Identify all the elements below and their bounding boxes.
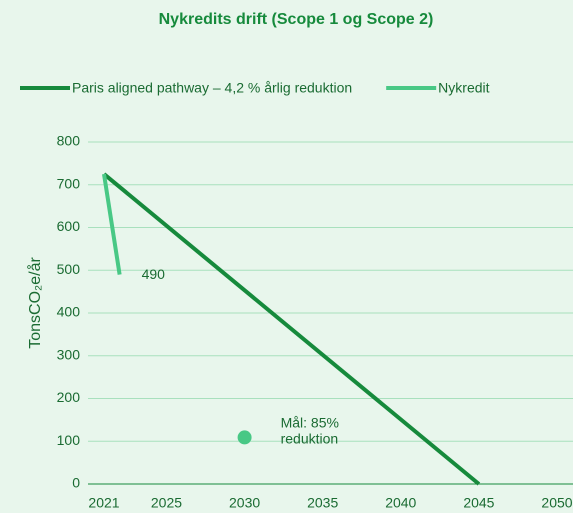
x-tick-label: 2021 (88, 495, 119, 511)
x-tick-label: 2025 (151, 495, 182, 511)
x-tick-label: 2045 (463, 495, 494, 511)
chart-title: Nykredits drift (Scope 1 og Scope 2) (159, 11, 434, 28)
annotation: Mål: 85% (281, 415, 339, 431)
target-point (237, 430, 252, 445)
line-series (102, 173, 122, 275)
x-tick-label: 2040 (385, 495, 416, 511)
y-tick-label: 100 (57, 432, 81, 448)
y-tick-label: 200 (57, 389, 81, 405)
y-tick-label: 300 (57, 346, 81, 362)
y-tick-label: 400 (57, 304, 81, 320)
y-tick-label: 800 (57, 133, 81, 149)
line-series (102, 172, 481, 486)
y-tick-label: 600 (57, 218, 81, 234)
annotation: reduktion (281, 431, 339, 447)
y-tick-label: 500 (57, 261, 81, 277)
legend-label: Paris aligned pathway – 4,2 % årlig redu… (72, 80, 352, 96)
x-tick-label: 2030 (229, 495, 260, 511)
y-tick-label: 0 (72, 475, 80, 491)
data-label: 490 (142, 266, 166, 282)
y-axis-label: TonsCO₂e/år (26, 257, 44, 349)
x-tick-label: 2035 (307, 495, 338, 511)
legend-label: Nykredit (438, 80, 489, 96)
y-tick-label: 700 (57, 175, 81, 191)
x-tick-label: 2050 (541, 495, 572, 511)
